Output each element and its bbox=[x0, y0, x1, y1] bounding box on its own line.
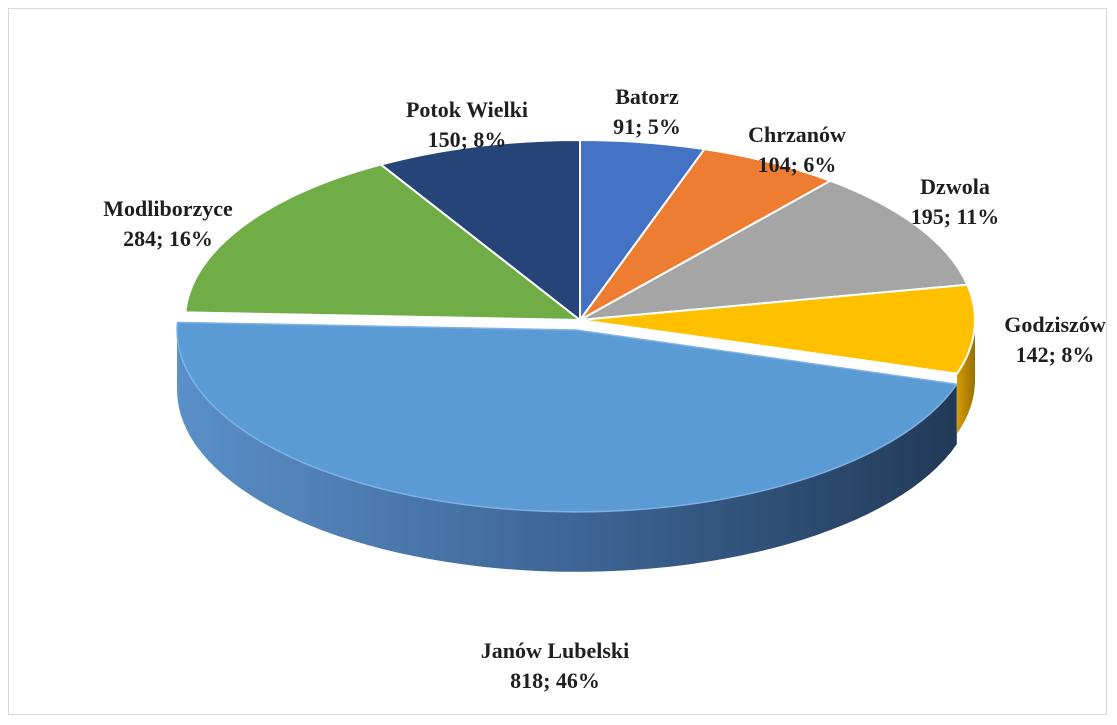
slice-godziszow bbox=[579, 283, 976, 375]
data-labels: Batorz 91; 5% Chrzanów 104; 6% Dzwola 195; 11… bbox=[103, 84, 1106, 693]
data-label-potok-wielki: Potok Wielki 150; 8% bbox=[406, 97, 528, 152]
slice-side-janow-lubelski bbox=[177, 330, 957, 572]
data-label-modliborzyce: Modliborzyce 284; 16% bbox=[103, 196, 233, 251]
pie-slices bbox=[176, 139, 976, 513]
data-label-batorz: Batorz 91; 5% bbox=[613, 84, 681, 139]
data-label-chrzanow: Chrzanów 104; 6% bbox=[748, 122, 846, 177]
slice-chrzanow bbox=[579, 148, 832, 321]
slice-janow-lubelski bbox=[176, 321, 958, 513]
slice-modliborzyce bbox=[184, 163, 581, 321]
slice-dzwola bbox=[579, 179, 969, 321]
slice-potok-wielki bbox=[379, 139, 581, 321]
data-label-dzwola: Dzwola 195; 11% bbox=[911, 174, 1000, 229]
data-label-janow-lubelski: Janów Lubelski 818; 46% bbox=[481, 638, 630, 693]
data-label-godziszow: Godziszów 142; 8% bbox=[1004, 312, 1106, 367]
